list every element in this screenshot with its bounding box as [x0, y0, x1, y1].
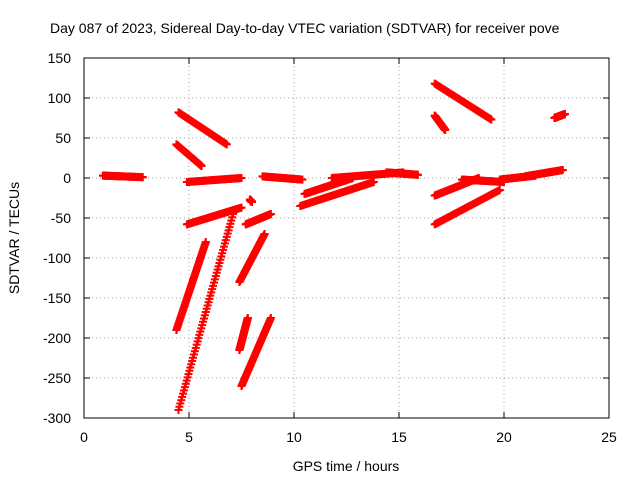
- data-point: [558, 166, 567, 174]
- data-point: [237, 174, 246, 182]
- x-tick-label: 20: [496, 429, 512, 445]
- data-point: [413, 170, 422, 179]
- data-point: [495, 186, 504, 194]
- y-tick-label: -100: [43, 250, 71, 266]
- data-point: [369, 178, 378, 186]
- grid-lines: [84, 58, 609, 418]
- data-point: [138, 173, 147, 182]
- axis-ticks: [83, 57, 610, 419]
- data-point: [237, 203, 246, 212]
- y-tick-label: -50: [51, 210, 71, 226]
- y-tick-label: 150: [48, 50, 72, 66]
- y-tick-label: -250: [43, 370, 71, 386]
- x-tick-label: 10: [286, 429, 302, 445]
- y-tick-label: -200: [43, 330, 71, 346]
- plot-frame: [83, 57, 610, 419]
- data-point: [260, 230, 269, 238]
- data-point: [441, 126, 450, 134]
- data-point: [197, 162, 206, 170]
- chart-title: Day 087 of 2023, Sidereal Day-to-day VTE…: [50, 20, 560, 36]
- y-tick-label: -150: [43, 290, 71, 306]
- data-point: [248, 198, 256, 206]
- data-point: [222, 140, 231, 149]
- y-tick-labels: -300 -250 -200 -150 -100 -50 0 50 100 150: [43, 50, 71, 426]
- data-point: [201, 238, 210, 246]
- data-points: [98, 79, 569, 414]
- x-tick-label: 25: [601, 429, 617, 445]
- data-point: [266, 210, 275, 218]
- y-tick-label: -300: [43, 410, 71, 426]
- data-point: [298, 175, 307, 184]
- x-tick-label: 0: [80, 429, 88, 445]
- y-tick-label: 100: [48, 90, 72, 106]
- x-tick-labels: 0 5 10 15 20 25: [80, 429, 617, 445]
- y-tick-label: 50: [55, 130, 71, 146]
- x-tick-label: 15: [391, 429, 407, 445]
- data-point: [266, 314, 275, 322]
- y-tick-label: 0: [63, 170, 71, 186]
- data-point: [229, 210, 238, 218]
- x-axis-label: GPS time / hours: [293, 458, 400, 474]
- data-point: [560, 110, 569, 118]
- data-point: [243, 314, 252, 322]
- data-point: [487, 115, 496, 124]
- y-axis-label: SDTVAR / TECUs: [6, 182, 22, 294]
- x-tick-label: 5: [185, 429, 193, 445]
